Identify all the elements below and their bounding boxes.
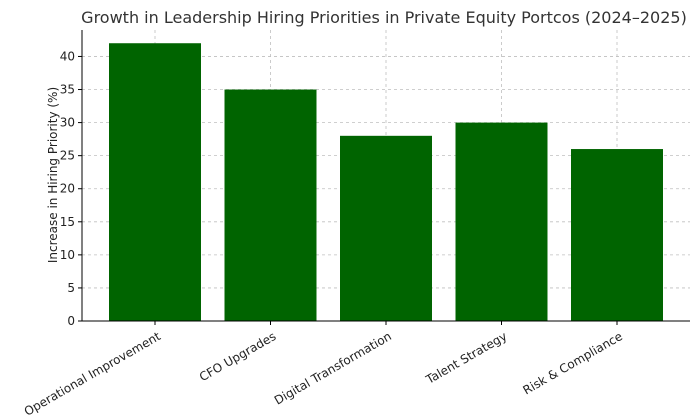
bar [224, 89, 317, 321]
bar [571, 149, 663, 321]
bar [455, 122, 548, 321]
y-tick-label: 35 [60, 83, 75, 97]
bars [109, 43, 663, 322]
y-tick-label: 15 [60, 215, 75, 229]
y-tick-label: 10 [60, 248, 75, 262]
y-ticks: 0 5 10 15 20 25 30 35 40 [60, 49, 82, 328]
bar [340, 135, 432, 321]
x-tick-label: Talent Strategy [423, 329, 510, 387]
x-ticks: Operational Improvement CFO UpgradesDigit… [22, 321, 625, 419]
y-tick-label: 40 [60, 49, 75, 63]
y-tick-label: 20 [60, 182, 75, 196]
y-tick-label: 0 [67, 314, 75, 328]
x-tick-label: Operational Improvement [22, 329, 163, 419]
bar [109, 43, 201, 322]
x-tick-label: CFO Upgrades [197, 329, 279, 384]
y-axis-label: Increase in Hiring Priority (%) [46, 87, 60, 263]
chart-title: Growth in Leadership Hiring Priorities i… [81, 8, 687, 27]
y-tick-label: 25 [60, 149, 75, 163]
y-tick-label: 5 [67, 281, 75, 295]
x-tick-label: Risk & Compliance [520, 329, 624, 397]
y-tick-label: 30 [60, 116, 75, 130]
x-tick-label: Digital Transformation [272, 329, 394, 408]
